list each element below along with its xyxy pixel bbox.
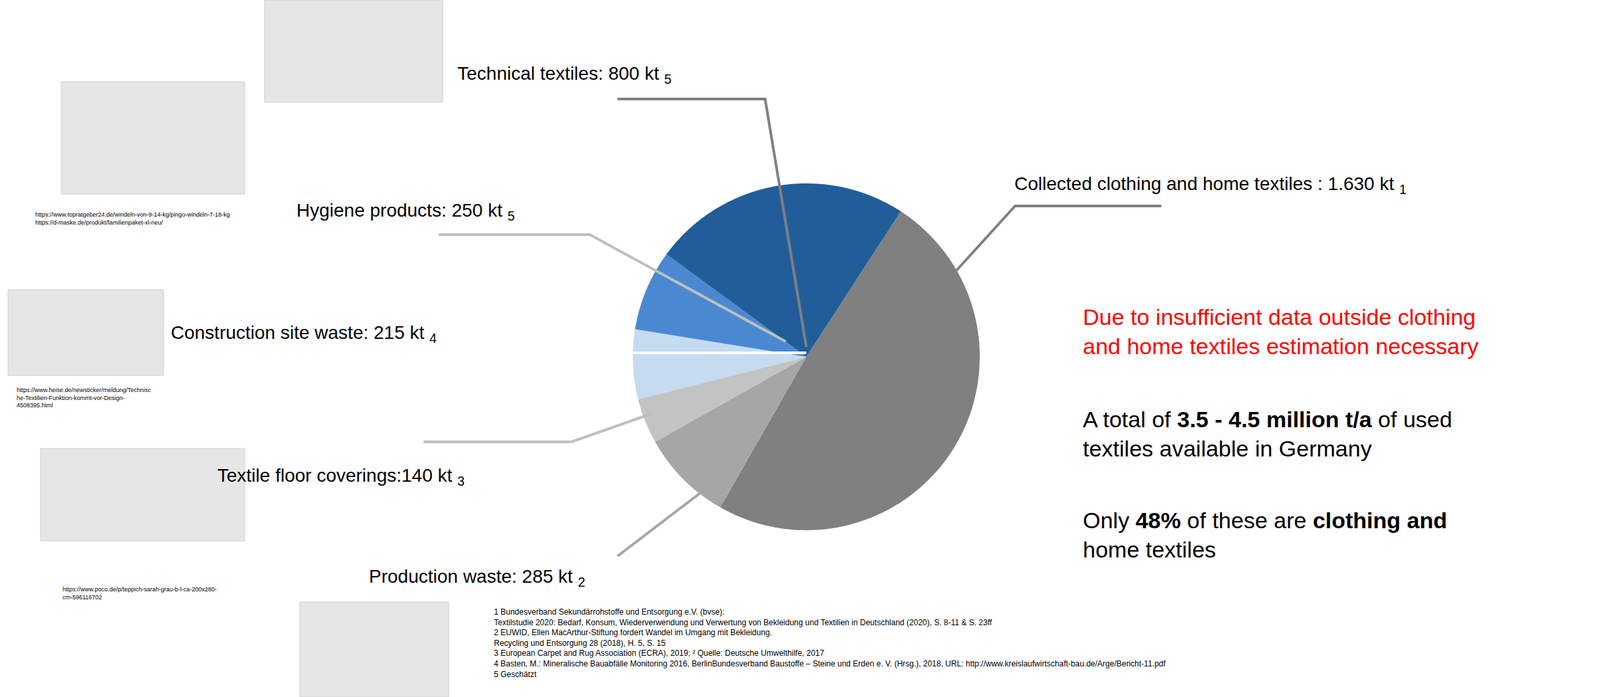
svg-text:Hygiene products: 250 kt ​5​: Hygiene products: 250 kt ​5​ — [296, 200, 516, 224]
svg-text:https://www.topratgeber24.de/w: https://www.topratgeber24.de/windeln-von… — [35, 211, 230, 227]
svg-text:1 Bundesverband Sekundärrohsto: 1 Bundesverband Sekundärrohstoffe und En… — [493, 607, 1166, 680]
svg-text:Technical textiles: 800 kt ​5​: Technical textiles: 800 kt ​5​ — [457, 63, 672, 87]
svg-text:https://www.poco.de/p/teppich-: https://www.poco.de/p/teppich-sarah-grau… — [62, 586, 217, 601]
svg-text:Collected clothing and home te: Collected clothing and home textiles : 1… — [1014, 173, 1407, 197]
svg-text:Only 48% of these are clothing: Only 48% of these are clothing andhome t… — [1082, 507, 1448, 563]
svg-text:Construction site waste: 215 k: Construction site waste: 215 kt ​4​ — [170, 322, 437, 346]
svg-text:A total of 3.5 - 4.5 million t: A total of 3.5 - 4.5 million t/a of used… — [1082, 406, 1453, 462]
svg-text:Production waste: 285 kt ​2​: Production waste: 285 kt ​2​ — [368, 566, 585, 590]
svg-text:Textile floor coverings:140 kt: Textile floor coverings:140 kt ​3​ — [217, 465, 465, 489]
svg-text:https://www.heise.de/newsticke: https://www.heise.de/newsticker/meldung/… — [16, 386, 152, 409]
svg-text:Due to insufficient data outsi: Due to insufficient data outside clothin… — [1082, 304, 1479, 359]
